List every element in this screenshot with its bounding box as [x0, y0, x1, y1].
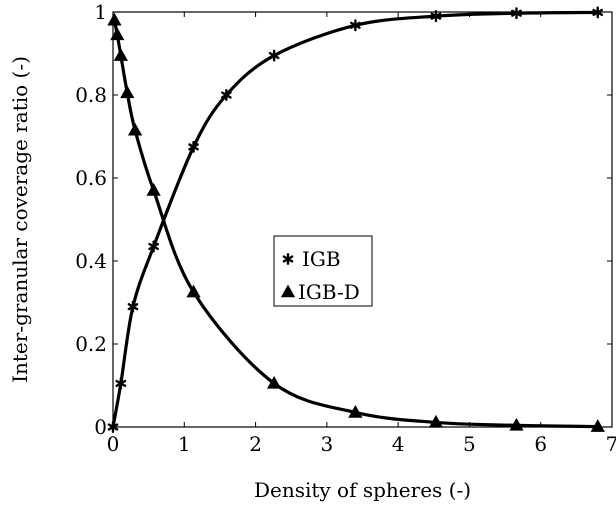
data-point-igb-d [590, 419, 605, 432]
legend-marker-shape-igb [282, 252, 294, 265]
x-tick-label: 3 [320, 432, 333, 456]
data-point-igb-d [113, 48, 128, 61]
data-point-igb-d [110, 27, 125, 41]
y-tick-label: 1 [94, 0, 107, 24]
data-point-igb-d [146, 182, 161, 196]
legend-label-igb-d: IGB-D [298, 280, 360, 304]
data-point-igb [107, 421, 119, 433]
data-point-igb [511, 7, 522, 20]
legend-label-igb: IGB [302, 247, 341, 271]
x-tick-label: 6 [534, 432, 547, 456]
data-point-igb-d [120, 85, 135, 99]
series-line-igb-d [112, 18, 600, 429]
series-layer [107, 6, 605, 433]
series-line-igb [111, 10, 600, 429]
data-point-igb [115, 377, 127, 390]
data-point-igb [220, 88, 232, 102]
axes-frame [112, 11, 613, 428]
data-point-igb-d [266, 375, 282, 389]
x-tick-label: 7 [606, 432, 616, 456]
data-point-igb [188, 140, 199, 153]
y-axis-label: Inter-granular coverage ratio (-) [8, 56, 32, 383]
data-point-igb-d [348, 404, 363, 418]
data-point-igb-d [127, 122, 143, 136]
legend-marker-igb [282, 252, 294, 265]
legend-marker-shape-igb-d [280, 284, 296, 298]
data-point-igb-d [107, 12, 122, 26]
y-tick-label: 0 [94, 415, 107, 439]
data-point-igb [350, 19, 361, 32]
data-point-igb [430, 10, 442, 23]
y-tick-label: 0.8 [75, 83, 107, 107]
data-point-igb-d [186, 284, 201, 298]
x-tick-label: 1 [178, 432, 191, 456]
y-tick-label: 0.6 [75, 166, 107, 190]
data-point-igb [127, 300, 139, 313]
x-axis-label: Density of spheres (-) [254, 478, 471, 502]
legend-marker-igb-d [280, 284, 296, 298]
x-tick-label: 0 [107, 432, 120, 456]
legend-item-igb: IGB [282, 247, 341, 271]
x-tick-label: 2 [249, 432, 262, 456]
axes: 0 1 2 3 4 5 6 7 0 0.2 0.4 0.6 0.8 1 [75, 0, 616, 456]
data-point-igb [268, 49, 280, 62]
x-tick-label: 4 [392, 432, 405, 456]
x-tick-label: 5 [463, 432, 476, 456]
data-point-igb [148, 240, 159, 253]
y-tick-label: 0.4 [75, 249, 107, 273]
data-point-igb-d [428, 414, 444, 428]
y-tick-label: 0.2 [75, 332, 107, 356]
legend: IGB IGB-D [273, 235, 373, 307]
data-point-igb-d [509, 417, 524, 431]
data-point-igb [592, 6, 604, 19]
legend-item-igb-d: IGB-D [280, 280, 360, 304]
